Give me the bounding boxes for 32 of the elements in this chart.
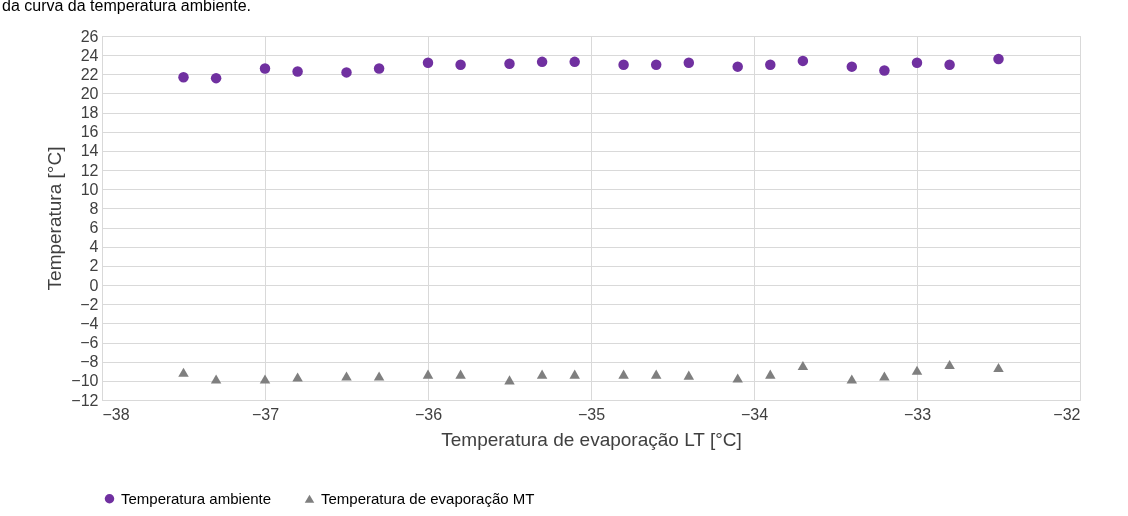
- y-tick-label: 16: [80, 123, 99, 141]
- x-tick-label: −37: [251, 405, 280, 423]
- y-tick-label: 22: [80, 65, 99, 83]
- x-tick-label: −34: [740, 405, 769, 423]
- y-tick-label: 14: [80, 142, 99, 160]
- y-tick-label: 4: [89, 238, 99, 256]
- x-tick-label: −38: [102, 405, 130, 423]
- y-tick-label: −12: [71, 391, 99, 409]
- x-axis-title: Temperatura de evaporação LT [°C]: [441, 428, 742, 450]
- y-tick-label: 6: [89, 219, 99, 237]
- y-tick-label: 2: [89, 257, 99, 275]
- y-tick-label: −8: [80, 353, 99, 371]
- y-axis-title: Temperatura [°C]: [44, 146, 66, 291]
- y-tick-label: 26: [80, 27, 99, 45]
- text: da curva da temperatura ambiente.: [2, 0, 252, 14]
- y-tick-label: 0: [89, 276, 99, 294]
- legend-label: Temperatura de evaporação MT: [321, 489, 535, 507]
- y-tick-label: −2: [80, 295, 99, 313]
- y-tick-label: −6: [80, 334, 99, 352]
- y-tick-label: −10: [71, 372, 99, 390]
- y-tick-label: 10: [80, 180, 99, 198]
- x-tick-label: −32: [1053, 405, 1081, 423]
- x-tick-label: −33: [903, 405, 932, 423]
- y-tick-label: 8: [89, 199, 99, 217]
- legend-label: Temperatura ambiente: [121, 489, 272, 507]
- y-tick-label: 12: [80, 161, 99, 179]
- y-tick-label: 20: [80, 84, 99, 102]
- y-tick-label: 24: [80, 46, 99, 64]
- y-tick-label: 18: [80, 104, 99, 122]
- y-tick-label: −4: [80, 314, 99, 332]
- x-tick-label: −35: [577, 405, 606, 423]
- x-tick-label: −36: [414, 405, 443, 423]
